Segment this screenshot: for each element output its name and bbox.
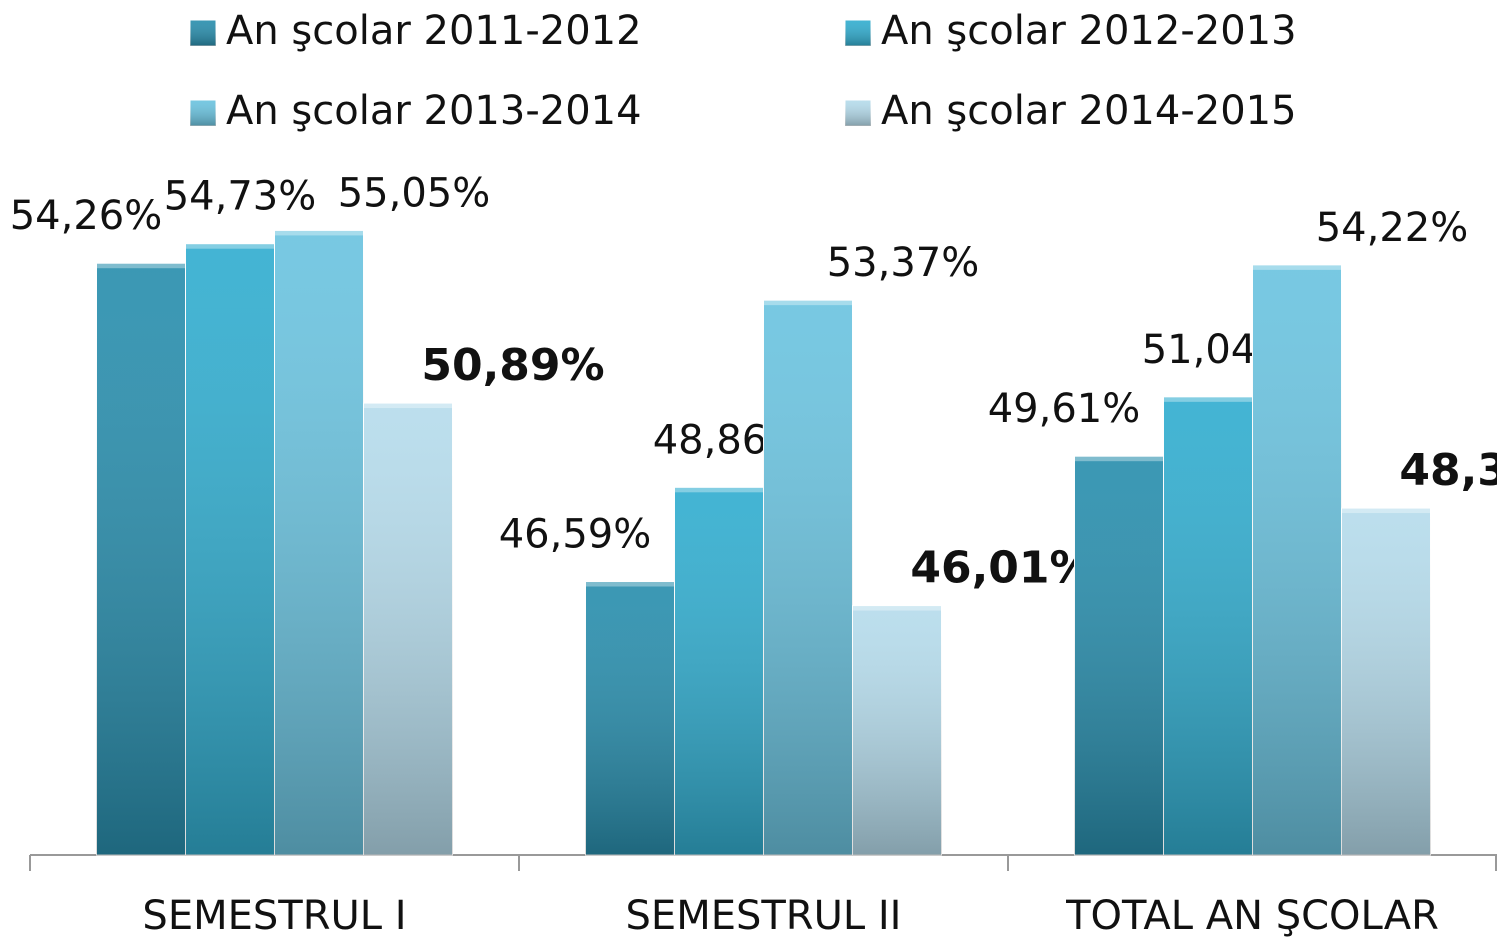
bar-shade xyxy=(763,300,853,855)
bar-shade xyxy=(585,581,675,855)
bar-shade xyxy=(1074,456,1164,855)
data-label: 54,73% xyxy=(164,174,317,220)
legend-label: An şcolar 2012-2013 xyxy=(881,8,1297,54)
bar-cap xyxy=(674,487,764,493)
bar-shade xyxy=(185,243,275,855)
bar-cap xyxy=(1074,456,1164,462)
bar-shade xyxy=(852,605,942,855)
x-tick-label: TOTAL AN ŞCOLAR xyxy=(1065,893,1439,939)
data-label: 54,26% xyxy=(10,193,163,239)
bar-cap xyxy=(1163,396,1253,402)
data-label: 49,61% xyxy=(988,386,1141,432)
data-label: 46,01% xyxy=(910,543,1093,594)
bar-cap xyxy=(1252,264,1342,270)
legend-label: An şcolar 2013-2014 xyxy=(226,88,642,134)
bar-cap xyxy=(363,403,453,409)
bar-cap xyxy=(763,300,853,306)
data-label: 54,22% xyxy=(1316,205,1469,251)
data-label: 55,05% xyxy=(338,170,491,216)
bar-shade xyxy=(674,487,764,855)
bar-shade xyxy=(96,263,186,856)
legend-swatch-shade xyxy=(845,20,871,46)
legend-label: An şcolar 2014-2015 xyxy=(881,88,1297,134)
bar-cap xyxy=(852,605,942,611)
bar-cap xyxy=(1341,508,1431,514)
data-label: 46,59% xyxy=(499,512,652,558)
bar-shade xyxy=(1252,264,1342,855)
legend-label: An şcolar 2011-2012 xyxy=(226,8,642,54)
bar-cap xyxy=(96,263,186,269)
bar-shade xyxy=(1341,508,1431,855)
x-tick-label: SEMESTRUL I xyxy=(142,893,406,939)
legend-swatch-shade xyxy=(845,100,871,126)
bar-shade xyxy=(363,403,453,855)
data-label: 53,37% xyxy=(827,240,980,286)
bar-cap xyxy=(274,230,364,236)
legend-swatch-shade xyxy=(190,100,216,126)
bar-cap xyxy=(185,243,275,249)
legend-swatch-shade xyxy=(190,20,216,46)
x-tick-label: SEMESTRUL II xyxy=(626,893,902,939)
data-label: 50,89% xyxy=(421,340,604,391)
bar-cap xyxy=(585,581,675,587)
bar-shade xyxy=(274,230,364,856)
bar-shade xyxy=(1163,396,1253,855)
data-label: 48,36% xyxy=(1399,445,1497,496)
